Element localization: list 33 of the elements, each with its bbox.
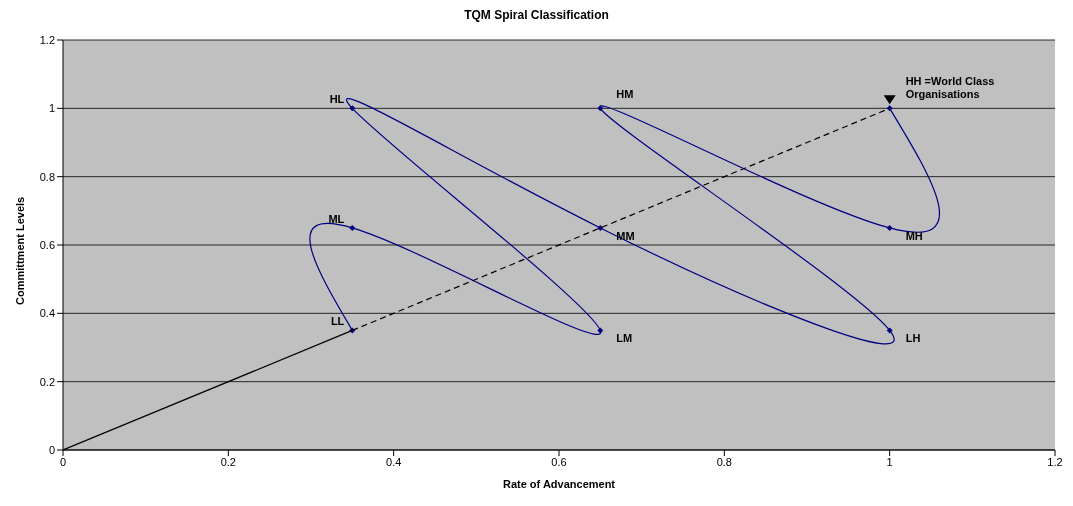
point [886, 327, 893, 334]
annotation: LL [330, 315, 345, 328]
annotation: HL [329, 93, 345, 106]
y-tick-label: 0.8 [39, 170, 55, 183]
x-axis-title: Rate of Advancement [502, 478, 616, 490]
y-tick-label: 0.2 [39, 375, 55, 388]
y-tick-label: 1 [48, 102, 55, 115]
annotation: LH [905, 332, 921, 345]
x-tick-label: 0.4 [386, 455, 402, 468]
point [597, 327, 604, 334]
annotation: HM [616, 88, 634, 101]
annotation: LM [616, 332, 633, 345]
y-tick-label: 0.6 [39, 238, 55, 251]
y-tick-label: 1.2 [39, 33, 55, 46]
y-axis-title: Committment Levels [13, 196, 26, 305]
annotation: HH =World Class Organisations [905, 75, 995, 101]
annotation: MH [905, 229, 923, 242]
point [597, 105, 604, 112]
point [349, 105, 356, 112]
x-tick-label: 0 [59, 455, 67, 468]
annotation: MM [616, 229, 635, 242]
x-tick-label: 0.6 [551, 455, 567, 468]
chart-title: TQM Spiral Classification [463, 8, 610, 24]
point [597, 224, 604, 231]
x-tick-label: 0.8 [716, 455, 732, 468]
x-tick-label: 1 [886, 455, 893, 468]
point [349, 224, 356, 231]
y-tick-label: 0 [48, 443, 55, 456]
point [886, 224, 893, 231]
annotation: ML [328, 212, 345, 225]
x-tick-label: 0.2 [220, 455, 236, 468]
y-tick-label: 0.4 [39, 307, 55, 320]
x-tick-label: 1.2 [1047, 455, 1063, 468]
